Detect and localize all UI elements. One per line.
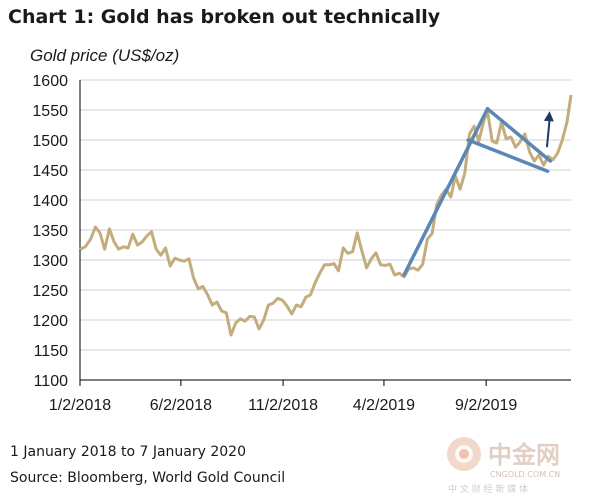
y-tick-label-1300: 1300 — [32, 253, 68, 270]
y-tick-label-1100: 1100 — [34, 373, 69, 390]
gold-price-chart: 1100 1150 1200 1250 1300 1350 1400 1450 1500 1550… — [32, 73, 573, 414]
gold-price-series-line — [79, 94, 573, 337]
svg-text:中金网: 中金网 — [488, 441, 560, 469]
y-tick-label-1450: 1450 — [32, 163, 68, 180]
cngold-watermark-logo: 中金网 CNGOLD.COM.CN 中 文 财 经 新 媒 体 — [447, 437, 560, 495]
breakout-arrow-shaft — [545, 119, 551, 148]
trend-line-2 — [485, 107, 553, 163]
annotations — [402, 107, 554, 277]
x-tick-label-9/2/2019: 9/2/2019 — [455, 397, 517, 414]
y-tick-label-1600: 1600 — [32, 73, 68, 90]
y-tick-label-1500: 1500 — [32, 133, 68, 150]
y-tick-label-1250: 1250 — [32, 283, 68, 300]
series-layer — [79, 94, 573, 337]
axes — [79, 80, 571, 386]
y-tick-label-1150: 1150 — [34, 343, 69, 360]
trend-line-3 — [466, 138, 550, 173]
date-range-note: 1 January 2018 to 7 January 2020 — [10, 444, 246, 460]
x-tick-label-1/2/2018: 1/2/2018 — [49, 397, 111, 414]
svg-text:中 文 财 经 新 媒 体: 中 文 财 经 新 媒 体 — [448, 483, 528, 495]
chart-title: Chart 1: Gold has broken out technically — [8, 6, 441, 28]
x-tick-label-6/2/2018: 6/2/2018 — [150, 397, 212, 414]
trend-line-1 — [402, 107, 490, 277]
y-tick-label-1200: 1200 — [32, 313, 68, 330]
y-tick-label-1550: 1550 — [32, 103, 68, 120]
tick-labels: 1100 1150 1200 1250 1300 1350 1400 1450 1500 1550… — [32, 73, 517, 414]
gridlines — [80, 79, 571, 351]
breakout-arrow-head — [543, 111, 554, 122]
y-tick-label-1350: 1350 — [32, 223, 68, 240]
source-note: Source: Bloomberg, World Gold Council — [10, 470, 286, 486]
y-axis-unit-label: Gold price (US$/oz) — [30, 46, 180, 65]
x-tick-label-11/2/2018: 11/2/2018 — [248, 397, 318, 414]
y-tick-label-1400: 1400 — [32, 193, 68, 210]
svg-text:CNGOLD.COM.CN: CNGOLD.COM.CN — [490, 470, 560, 479]
x-tick-label-4/2/2019: 4/2/2019 — [353, 397, 415, 414]
